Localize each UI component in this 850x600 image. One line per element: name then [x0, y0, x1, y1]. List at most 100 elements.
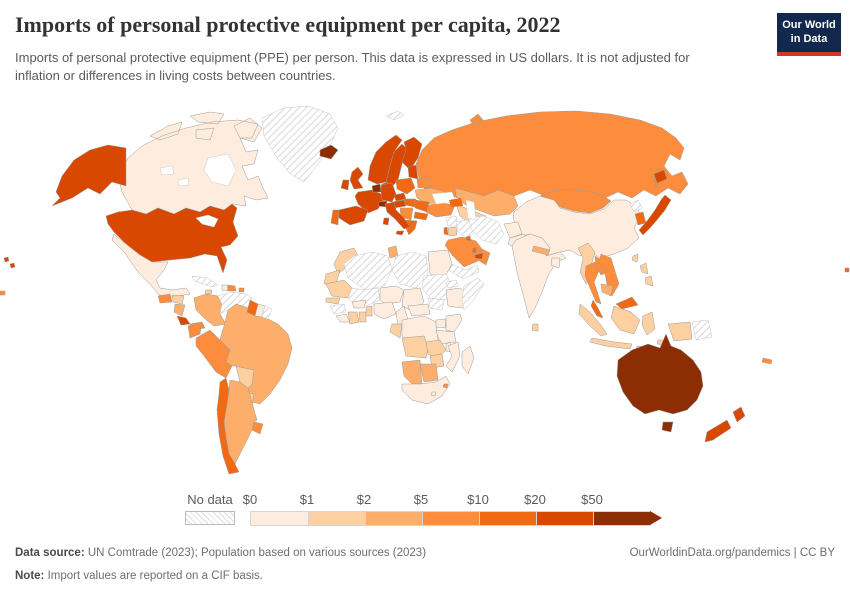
country-uganda[interactable] — [435, 318, 447, 329]
country-ghana[interactable] — [358, 311, 367, 323]
country-usa[interactable] — [3, 144, 239, 274]
legend-segment-$0-$1[interactable] — [251, 512, 308, 525]
country-uruguay[interactable] — [251, 421, 264, 435]
country-somalia[interactable] — [461, 277, 485, 311]
country-libya[interactable] — [391, 251, 429, 289]
legend-segment-$20-$50[interactable] — [536, 512, 593, 525]
country-poland[interactable] — [395, 177, 416, 195]
country-congo-gabon[interactable] — [389, 323, 403, 339]
country-burkina-faso[interactable] — [351, 299, 367, 309]
country-syria[interactable] — [445, 215, 459, 227]
country-romania[interactable] — [414, 199, 430, 213]
country-taiwan[interactable] — [631, 253, 639, 263]
country-russia[interactable] — [415, 110, 689, 199]
legend-segment-$5-$10[interactable] — [422, 512, 479, 525]
country-canada[interactable] — [117, 111, 269, 215]
country-finland[interactable] — [401, 136, 423, 171]
country-sudan[interactable] — [421, 273, 453, 301]
country-nigeria[interactable] — [373, 301, 397, 320]
country-spain[interactable] — [338, 205, 369, 226]
owid-logo[interactable]: Our World in Data — [777, 13, 841, 56]
country-philippines[interactable] — [639, 262, 654, 287]
country-uk[interactable] — [349, 166, 364, 190]
country-angola[interactable] — [401, 335, 429, 359]
country-nicaragua[interactable] — [173, 303, 186, 317]
country-eswatini[interactable] — [442, 383, 449, 389]
country-belarus[interactable] — [416, 176, 432, 189]
country-caucasus[interactable] — [449, 198, 463, 207]
country-qatar[interactable] — [471, 246, 477, 254]
country-japan[interactable] — [638, 169, 672, 236]
country-kuwait[interactable] — [465, 235, 472, 242]
legend-segment-$10-$20[interactable] — [479, 512, 536, 525]
country-bulgaria[interactable] — [413, 211, 429, 221]
country-iceland[interactable] — [319, 144, 339, 160]
country-ecuador[interactable] — [187, 321, 203, 339]
country-south-africa[interactable] — [401, 375, 451, 405]
legend-no-data[interactable]: No data — [185, 492, 235, 525]
country-egypt[interactable] — [427, 249, 453, 279]
country-costa-rica[interactable] — [176, 315, 191, 326]
country-india[interactable] — [511, 233, 567, 319]
country-benelux[interactable] — [371, 183, 382, 193]
country-kazakhstan[interactable] — [454, 187, 519, 217]
country-eritrea[interactable] — [445, 279, 459, 289]
country-lesotho[interactable] — [430, 391, 437, 397]
country-nepal[interactable] — [531, 245, 551, 256]
country-greenland[interactable] — [261, 105, 339, 183]
country-malaysia[interactable] — [590, 296, 639, 319]
country-germany[interactable] — [380, 182, 397, 203]
country-tanzania[interactable] — [435, 329, 457, 345]
country-ireland[interactable] — [340, 179, 350, 191]
country-haiti[interactable] — [221, 284, 229, 292]
country-israel[interactable] — [443, 226, 449, 236]
country-jordan[interactable] — [447, 226, 458, 237]
country-vietnam[interactable] — [598, 253, 620, 297]
legend-segment-$2-$5[interactable] — [365, 512, 422, 525]
country-turkey[interactable] — [423, 202, 456, 218]
country-iran[interactable] — [467, 215, 505, 245]
country-italy[interactable] — [382, 201, 411, 236]
country-jamaica[interactable] — [204, 289, 213, 295]
country-sri-lanka[interactable] — [531, 323, 539, 332]
country-puerto-rico[interactable] — [238, 287, 245, 293]
country-afghanistan[interactable] — [503, 221, 523, 239]
owid-credit-link[interactable]: OurWorldinData.org/pandemics | CC BY — [629, 547, 835, 559]
country-niger[interactable] — [379, 285, 405, 305]
country-mexico[interactable] — [111, 233, 191, 299]
country-mozambique[interactable] — [445, 341, 461, 373]
country-colombia[interactable] — [193, 293, 227, 327]
country-portugal[interactable] — [330, 209, 340, 226]
country-fiji[interactable] — [844, 267, 850, 273]
country-mongolia[interactable] — [539, 188, 612, 214]
country-yemen[interactable] — [448, 263, 480, 280]
country-honduras[interactable] — [171, 294, 185, 305]
country-guatemala[interactable] — [157, 293, 173, 304]
country-french-polynesia[interactable] — [0, 290, 6, 296]
country-french-guiana[interactable] — [261, 305, 273, 320]
country-new-caledonia[interactable] — [761, 357, 773, 365]
country-kenya[interactable] — [445, 313, 463, 333]
country-bangladesh[interactable] — [550, 257, 561, 269]
country-svalbard[interactable] — [385, 110, 405, 121]
country-sierra-leone-liberia[interactable] — [335, 313, 351, 323]
legend-segment-$50+[interactable] — [593, 512, 650, 525]
country-cuba[interactable] — [191, 275, 219, 288]
country-guinea[interactable] — [329, 303, 347, 315]
country-new-zealand[interactable] — [704, 406, 746, 443]
country-senegal[interactable] — [325, 297, 341, 305]
country-dominican-republic[interactable] — [227, 284, 237, 292]
country-namibia[interactable] — [401, 359, 423, 385]
country-madagascar[interactable] — [461, 345, 475, 375]
country-south-sudan[interactable] — [427, 297, 445, 311]
country-cambodia[interactable] — [600, 283, 614, 297]
country-uae[interactable] — [474, 252, 484, 260]
country-botswana[interactable] — [419, 363, 439, 383]
country-central-african-republic[interactable] — [407, 303, 431, 317]
country-baltics[interactable] — [407, 164, 419, 180]
country-ivory-coast[interactable] — [347, 311, 360, 325]
legend-segment-$1-$2[interactable] — [308, 512, 365, 525]
country-norway[interactable] — [367, 134, 403, 185]
country-papua-new-guinea[interactable] — [691, 319, 713, 341]
country-peru[interactable] — [195, 329, 233, 379]
